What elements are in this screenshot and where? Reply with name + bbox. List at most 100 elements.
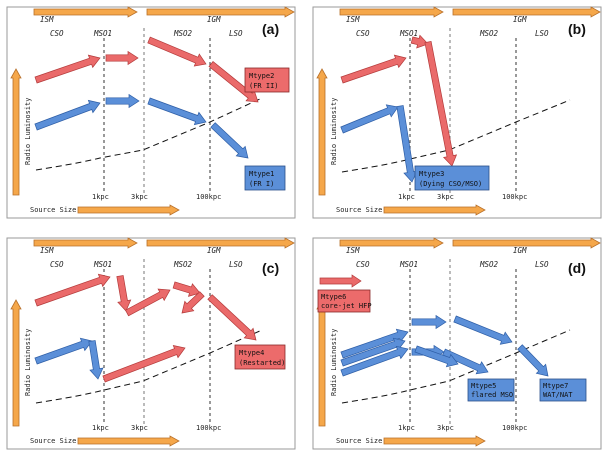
ism-label: ISM bbox=[40, 15, 54, 24]
tick-100kpc: 100kpc bbox=[502, 193, 527, 201]
arrow-blue-drop bbox=[88, 340, 104, 380]
arrow-blue-mso1 bbox=[105, 93, 140, 109]
arrow-red-mso2 bbox=[147, 36, 207, 67]
tick-1kpc: 1kpc bbox=[92, 193, 109, 201]
arrow-blue-mso2 bbox=[147, 97, 207, 126]
arrow-blue-mso1 bbox=[411, 314, 447, 330]
svg-text:Mtype2: Mtype2 bbox=[249, 72, 274, 80]
panel-letter: (b) bbox=[568, 21, 586, 37]
arrow-blue-cso bbox=[34, 99, 101, 131]
ism-arrow: ISM bbox=[33, 237, 138, 255]
y-axis-label: Radio Luminosity bbox=[24, 98, 32, 165]
class-mso1: MSO1 bbox=[93, 260, 112, 269]
luminosity-curve bbox=[35, 329, 263, 404]
class-cso: CSO bbox=[356, 260, 370, 269]
tick-3kpc: 3kpc bbox=[131, 424, 148, 432]
label-mtype7: Mtype7 WAT/NAT bbox=[539, 378, 587, 402]
ism-label: ISM bbox=[346, 246, 360, 255]
arrow-red-cso bbox=[34, 54, 101, 84]
class-lso: LSO bbox=[229, 260, 243, 269]
arrow-blue-mso2 bbox=[453, 315, 513, 345]
arrow-red-drop bbox=[424, 40, 458, 167]
panel-letter: (d) bbox=[568, 260, 586, 276]
label-mtype3: Mtype3 (Dying CSO/MSO) bbox=[414, 165, 490, 191]
legend-mtype6: Mtype6 core-jet HFP bbox=[317, 274, 372, 313]
arrow-red-restart bbox=[102, 345, 186, 383]
ism-arrow: ISM bbox=[339, 237, 444, 255]
svg-text:Mtype6: Mtype6 bbox=[321, 293, 346, 301]
svg-text:(Restarted): (Restarted) bbox=[239, 359, 285, 367]
evolution-arrows bbox=[34, 36, 259, 159]
svg-text:(FR II): (FR II) bbox=[249, 82, 279, 90]
panel-d: ISM IGM CSO MSO1 MSO2 LSO (d) Radio Lumi… bbox=[312, 237, 602, 450]
ism-arrow: ISM bbox=[33, 6, 138, 24]
igm-label: IGM bbox=[513, 246, 527, 255]
x-axis-arrow: Source Size bbox=[30, 204, 180, 216]
label-mtype5: Mtype5 flared MSO bbox=[467, 378, 515, 402]
panel-b: ISM IGM CSO MSO1 MSO2 LSO (b) Radio Lumi… bbox=[312, 6, 602, 219]
y-axis-arrow: Radio Luminosity bbox=[10, 299, 32, 427]
arrow-red-mso2 bbox=[172, 281, 201, 297]
evolution-arrows bbox=[340, 314, 549, 377]
igm-label: IGM bbox=[513, 15, 527, 24]
class-cso: CSO bbox=[356, 29, 370, 38]
ism-arrow: ISM bbox=[339, 6, 444, 24]
arrow-blue-cso bbox=[34, 337, 93, 365]
class-lso: LSO bbox=[535, 29, 549, 38]
tick-1kpc: 1kpc bbox=[92, 424, 109, 432]
igm-label: IGM bbox=[207, 15, 221, 24]
label-mtype4: Mtype4 (Restarted) bbox=[234, 344, 286, 370]
arrow-blue-cso bbox=[340, 104, 399, 134]
igm-arrow: IGM bbox=[452, 237, 601, 255]
luminosity-curve bbox=[341, 99, 571, 173]
tick-3kpc: 3kpc bbox=[437, 193, 454, 201]
arrow-blue-flared-3 bbox=[414, 345, 459, 368]
arrow-red-cso bbox=[340, 54, 407, 84]
y-axis-arrow: Radio Luminosity bbox=[10, 68, 32, 196]
class-mso1: MSO1 bbox=[399, 260, 418, 269]
ism-label: ISM bbox=[346, 15, 360, 24]
arrow-red-lso bbox=[207, 294, 257, 341]
igm-arrow: IGM bbox=[146, 237, 295, 255]
svg-text:WAT/NAT: WAT/NAT bbox=[543, 391, 573, 399]
luminosity-curve bbox=[35, 97, 263, 171]
class-mso2: MSO2 bbox=[173, 29, 193, 38]
evolution-arrows bbox=[340, 34, 458, 183]
panel-letter: (a) bbox=[262, 21, 279, 37]
tick-1kpc: 1kpc bbox=[398, 193, 415, 201]
tick-1kpc: 1kpc bbox=[398, 424, 415, 432]
panel-a: ISM IGM CSO MSO1 MSO2 LSO (a) Radio Lumi… bbox=[6, 6, 296, 219]
class-mso2: MSO2 bbox=[479, 29, 499, 38]
arrow-blue-cso-1 bbox=[340, 328, 409, 359]
arrow-red-rise bbox=[125, 288, 171, 317]
panel-letter: (c) bbox=[262, 260, 279, 276]
class-mso2: MSO2 bbox=[479, 260, 499, 269]
y-axis-label: Radio Luminosity bbox=[24, 329, 32, 396]
label-mtype2: Mtype2 (FR II) bbox=[244, 67, 290, 93]
arrow-blue-drop bbox=[396, 105, 418, 183]
class-mso2: MSO2 bbox=[173, 260, 193, 269]
arrow-blue-lso bbox=[517, 344, 549, 377]
class-mso1: MSO1 bbox=[399, 29, 418, 38]
y-axis-arrow: Radio Luminosity bbox=[316, 68, 338, 196]
arrow-blue-flared-2 bbox=[442, 348, 489, 375]
svg-text:Mtype5: Mtype5 bbox=[471, 382, 496, 390]
x-axis-label: Source Size bbox=[30, 206, 76, 214]
arrow-red-dip bbox=[181, 291, 205, 314]
tick-3kpc: 3kpc bbox=[131, 193, 148, 201]
tick-3kpc: 3kpc bbox=[437, 424, 454, 432]
arrow-blue-lso bbox=[210, 122, 249, 159]
class-mso1: MSO1 bbox=[93, 29, 112, 38]
svg-text:core-jet HFP: core-jet HFP bbox=[321, 302, 372, 310]
svg-text:Mtype7: Mtype7 bbox=[543, 382, 568, 390]
label-mtype1: Mtype1 (FR I) bbox=[244, 165, 286, 191]
igm-arrow: IGM bbox=[146, 6, 295, 24]
tick-100kpc: 100kpc bbox=[502, 424, 527, 432]
y-axis-label: Radio Luminosity bbox=[330, 329, 338, 396]
tick-100kpc: 100kpc bbox=[196, 424, 221, 432]
class-lso: LSO bbox=[535, 260, 549, 269]
svg-text:Mtype1: Mtype1 bbox=[249, 170, 274, 178]
ism-label: ISM bbox=[40, 246, 54, 255]
svg-text:Mtype3: Mtype3 bbox=[419, 170, 444, 178]
